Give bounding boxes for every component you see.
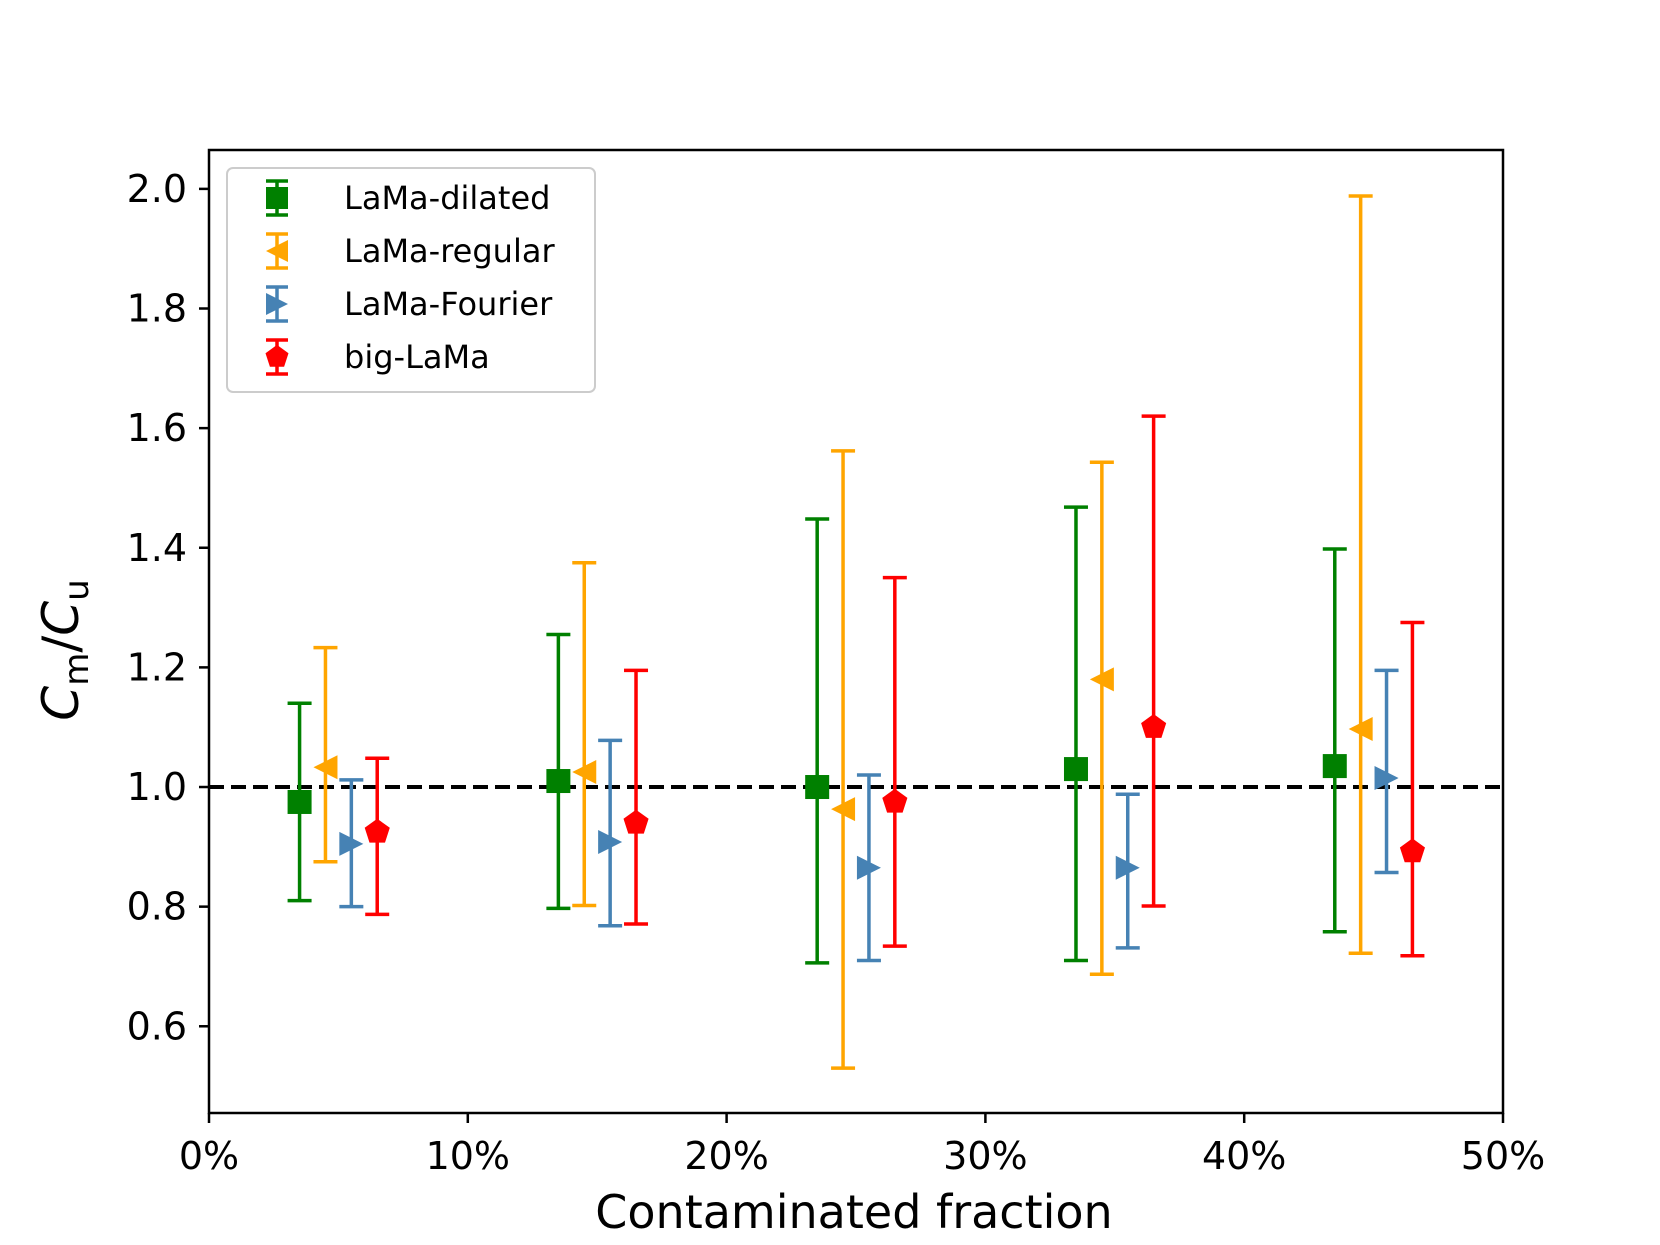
legend-marker bbox=[266, 187, 288, 209]
data-point bbox=[572, 760, 597, 785]
y-axis-title-slash: / bbox=[32, 636, 90, 653]
legend-label: LaMa-Fourier bbox=[344, 285, 553, 323]
data-point bbox=[1322, 754, 1347, 779]
plot-frame bbox=[207, 148, 1505, 1115]
legend-label: LaMa-regular bbox=[344, 232, 555, 270]
data-point bbox=[1374, 766, 1399, 791]
legend-item: LaMa-regular bbox=[266, 232, 555, 270]
legend-label: big-LaMa bbox=[344, 338, 490, 376]
data-point bbox=[856, 855, 881, 880]
y-tick-label: 1.8 bbox=[127, 287, 187, 331]
x-axis-title: Contaminated fraction bbox=[595, 1185, 1112, 1239]
x-tick-label: 20% bbox=[684, 1134, 768, 1178]
legend-label: LaMa-dilated bbox=[344, 179, 550, 217]
y-tick-label: 1.4 bbox=[127, 526, 187, 570]
data-point bbox=[546, 769, 571, 794]
data-point bbox=[882, 788, 908, 813]
x-tick-label: 30% bbox=[943, 1134, 1027, 1178]
x-axis: 0% 10% 20% 30% 40% 50% bbox=[179, 1113, 1545, 1178]
legend-item: LaMa-Fourier bbox=[266, 285, 553, 323]
series-lama-fourier bbox=[339, 668, 1399, 963]
y-axis: 0.6 0.8 1.0 1.2 1.4 1.6 1.8 2.0 bbox=[127, 167, 209, 1048]
data-point bbox=[831, 797, 856, 822]
y-axis-title-sub2: u bbox=[57, 579, 97, 601]
data-point bbox=[287, 789, 312, 814]
data-point bbox=[1063, 757, 1088, 782]
data-point bbox=[1348, 716, 1373, 741]
legend-marker bbox=[266, 240, 288, 262]
data-point bbox=[1115, 855, 1140, 880]
data-point bbox=[313, 755, 338, 780]
y-tick-label: 1.2 bbox=[127, 645, 187, 689]
data-point bbox=[623, 809, 649, 834]
y-axis-title-c2: C bbox=[32, 601, 90, 636]
data-point bbox=[1141, 714, 1167, 738]
series-big-lama bbox=[364, 414, 1425, 958]
y-tick-label: 0.8 bbox=[127, 885, 187, 929]
data-point bbox=[805, 775, 830, 800]
y-tick-label: 2.0 bbox=[127, 167, 187, 211]
x-tick-label: 40% bbox=[1202, 1134, 1286, 1178]
y-tick-label: 1.0 bbox=[127, 765, 187, 809]
y-axis-title: Cm/Cu bbox=[32, 579, 97, 720]
x-tick-label: 10% bbox=[426, 1134, 510, 1178]
legend-box bbox=[226, 167, 596, 393]
data-point bbox=[1399, 838, 1425, 863]
legend-marker bbox=[265, 344, 289, 367]
data-point bbox=[598, 830, 623, 855]
y-axis-title-sub1: m bbox=[57, 653, 97, 686]
legend-item: LaMa-dilated bbox=[266, 179, 550, 217]
data-point bbox=[339, 831, 364, 856]
x-tick-label: 0% bbox=[179, 1134, 239, 1178]
legend: LaMa-dilated LaMa-regular LaMa-Fourier big-… bbox=[226, 167, 596, 393]
series-layer bbox=[287, 194, 1425, 1070]
y-axis-title-c1: C bbox=[32, 686, 90, 721]
x-tick-label: 50% bbox=[1461, 1134, 1545, 1178]
data-point bbox=[364, 818, 390, 843]
data-point bbox=[1089, 667, 1114, 692]
legend-item: big-LaMa bbox=[265, 338, 490, 376]
y-tick-label: 1.6 bbox=[127, 406, 187, 450]
y-tick-label: 0.6 bbox=[127, 1004, 187, 1048]
series-lama-dilated bbox=[287, 505, 1347, 965]
series-lama-regular bbox=[313, 194, 1373, 1070]
legend-marker bbox=[266, 293, 288, 315]
